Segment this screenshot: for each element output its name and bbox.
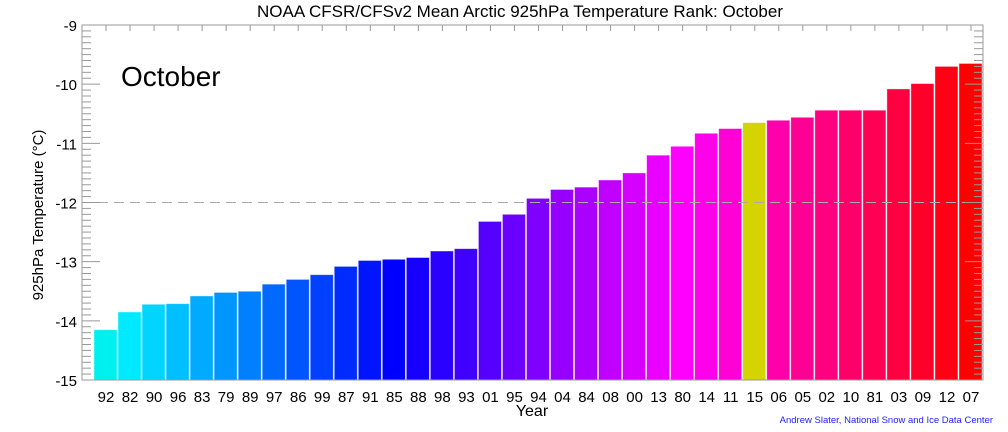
x-tick-label: 79: [218, 389, 235, 406]
bar-15: [742, 122, 767, 381]
bar-12: [934, 66, 959, 381]
y-tick-label: -9: [64, 18, 77, 35]
y-tick-label: -13: [55, 255, 77, 272]
bar-97: [261, 283, 286, 381]
x-tick-label: 96: [170, 389, 187, 406]
bar-82: [117, 311, 142, 381]
bar-88: [405, 257, 430, 381]
x-tick-label: 07: [963, 389, 980, 406]
bar-14: [694, 132, 719, 381]
x-tick-label: 15: [746, 389, 763, 406]
y-tick-label: -14: [55, 314, 77, 331]
x-tick-label: 06: [770, 389, 787, 406]
bar-79: [213, 292, 238, 381]
credit-text: Andrew Slater, National Snow and Ice Dat…: [780, 415, 993, 426]
x-tick-label: 14: [698, 389, 715, 406]
x-tick-label: 08: [602, 389, 619, 406]
bar-87: [333, 265, 358, 381]
x-tick-label: 85: [386, 389, 403, 406]
bar-81: [862, 109, 887, 381]
y-tick-label: -11: [56, 136, 77, 153]
x-tick-label: 93: [458, 389, 475, 406]
bar-80: [670, 145, 695, 381]
x-tick-label: 00: [626, 389, 643, 406]
x-tick-label: 82: [122, 389, 139, 406]
x-tick-label: 04: [554, 389, 571, 406]
x-tick-label: 99: [314, 389, 331, 406]
x-tick-label: 90: [146, 389, 163, 406]
x-tick-label: 02: [818, 389, 835, 406]
bar-93: [454, 248, 478, 381]
bar-99: [309, 274, 334, 381]
x-tick-label: 84: [578, 389, 595, 406]
x-tick-label: 92: [98, 389, 115, 406]
bar-09: [910, 83, 935, 381]
x-tick-label: 03: [891, 389, 908, 406]
bar-04: [550, 189, 574, 381]
bar-85: [381, 258, 406, 381]
x-tick-label: 13: [650, 389, 667, 406]
bar-11: [718, 128, 743, 381]
bar-05: [790, 116, 815, 381]
y-tick-label: -10: [55, 77, 77, 94]
bar-94: [526, 197, 550, 381]
y-axis-label: 925hPa Temperature (°C): [30, 130, 47, 301]
bar-90: [141, 303, 166, 381]
bar-08: [598, 179, 622, 381]
x-tick-label: 86: [290, 389, 307, 406]
bar-91: [357, 260, 382, 381]
x-tick-label: 05: [794, 389, 811, 406]
x-tick-label: 01: [482, 389, 499, 406]
x-tick-label: 98: [434, 389, 451, 406]
x-tick-label: 09: [915, 389, 932, 406]
bar-89: [237, 290, 262, 381]
x-tick-label: 83: [194, 389, 211, 406]
x-tick-label: 80: [674, 389, 691, 406]
bar-96: [165, 303, 190, 381]
x-axis-label: Year: [516, 403, 549, 420]
bar-83: [189, 295, 214, 381]
bar-03: [886, 88, 911, 381]
bar-92: [93, 329, 118, 381]
x-tick-label: 89: [242, 389, 259, 406]
bar-98: [429, 250, 454, 381]
bar-86: [285, 279, 310, 381]
y-tick-label: -15: [55, 373, 77, 390]
x-tick-label: 95: [506, 389, 523, 406]
bar-84: [574, 186, 598, 381]
x-tick-label: 91: [362, 389, 379, 406]
x-tick-label: 11: [723, 389, 739, 406]
x-tick-label: 81: [867, 389, 884, 406]
bar-95: [502, 213, 526, 381]
chart-title: NOAA CFSR/CFSv2 Mean Arctic 925hPa Tempe…: [257, 2, 783, 21]
x-tick-label: 12: [939, 389, 956, 406]
bar-02: [814, 109, 839, 381]
bar-06: [766, 119, 791, 381]
x-tick-label: 97: [266, 389, 283, 406]
x-tick-label: 94: [530, 389, 547, 406]
bar-13: [646, 154, 671, 381]
x-tick-label: 10: [843, 389, 860, 406]
y-tick-label: -12: [55, 196, 77, 213]
x-tick-label: 88: [410, 389, 427, 406]
month-annotation: October: [121, 61, 221, 92]
x-tick-label: 87: [338, 389, 355, 406]
bar-00: [622, 172, 647, 381]
bar-01: [478, 221, 502, 381]
bar-10: [838, 109, 863, 381]
